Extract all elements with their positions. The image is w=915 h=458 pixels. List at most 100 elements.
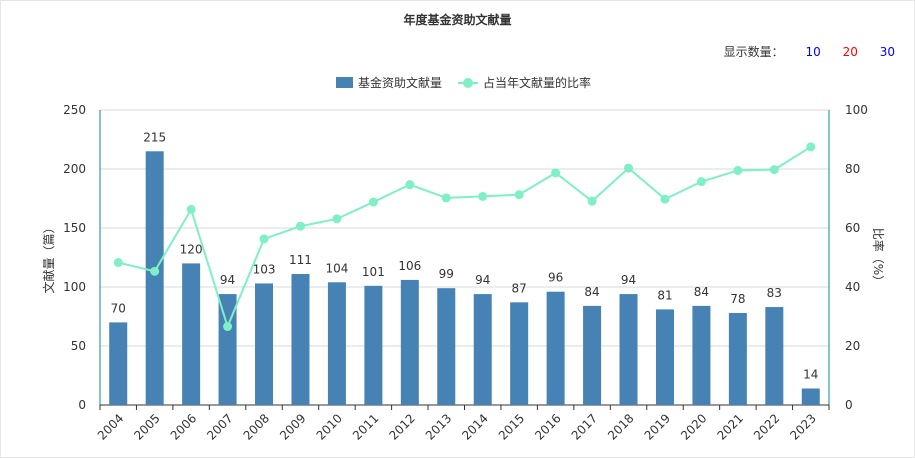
x-tick-label: 2005 xyxy=(131,411,162,442)
bar xyxy=(400,279,419,405)
y-tick-label: 50 xyxy=(71,339,86,353)
rate-point xyxy=(259,234,269,244)
rate-point xyxy=(624,163,634,173)
bar-value-label: 78 xyxy=(730,292,745,306)
bar xyxy=(546,291,565,405)
bar-value-label: 111 xyxy=(289,253,312,267)
x-tick-label: 2023 xyxy=(787,411,818,442)
bar xyxy=(145,151,164,405)
x-tick-label: 2009 xyxy=(277,411,308,442)
bar-value-label: 84 xyxy=(584,285,599,299)
rate-point xyxy=(441,193,451,203)
y2-tick-label: 80 xyxy=(845,162,860,176)
bar xyxy=(255,283,274,405)
rate-point xyxy=(150,266,160,276)
display-count-option-10[interactable]: 10 xyxy=(805,45,821,59)
rate-line xyxy=(117,146,812,330)
bar xyxy=(765,307,784,405)
y2-axis-title: 比率（%） xyxy=(871,228,886,287)
bar xyxy=(109,322,128,405)
x-tick-label: 2018 xyxy=(605,411,636,442)
bar-value-label: 83 xyxy=(767,286,782,300)
rate-point xyxy=(332,214,342,224)
rate-point xyxy=(223,322,233,332)
y-tick-label: 250 xyxy=(63,103,86,117)
rate-point xyxy=(478,191,488,201)
bar xyxy=(801,388,820,405)
rate-point xyxy=(806,142,816,152)
y-axis-title: 文献量（篇） xyxy=(41,221,56,293)
bar-value-label: 99 xyxy=(439,267,454,281)
x-tick-label: 2008 xyxy=(241,411,272,442)
rate-point xyxy=(769,165,779,175)
bar-value-label: 120 xyxy=(180,242,203,256)
x-tick-label: 2004 xyxy=(95,411,126,442)
rate-point xyxy=(551,168,561,178)
bar xyxy=(327,282,346,405)
legend-item-line-series[interactable]: 占当年文献量的比率 xyxy=(458,74,591,91)
bar-value-label: 94 xyxy=(475,273,490,287)
bar-value-label: 14 xyxy=(803,367,818,381)
x-tick-label: 2014 xyxy=(459,411,490,442)
y2-tick-label: 100 xyxy=(845,103,868,117)
bar xyxy=(583,305,602,405)
bar xyxy=(364,285,383,405)
y-tick-label: 150 xyxy=(63,221,86,235)
bar-value-label: 106 xyxy=(398,259,421,273)
display-count-option-20[interactable]: 20 xyxy=(842,45,858,59)
y2-tick-label: 0 xyxy=(845,398,853,412)
chart-legend: 基金资助文献量 占当年文献量的比率 xyxy=(336,74,607,91)
bar xyxy=(619,294,638,405)
line-series-swatch xyxy=(458,77,479,88)
display-count-label: 显示数量： xyxy=(723,45,784,59)
bar xyxy=(473,294,492,405)
x-tick-label: 2022 xyxy=(751,411,782,442)
bar-value-label: 81 xyxy=(657,288,672,302)
x-tick-label: 2011 xyxy=(350,411,381,442)
rate-point xyxy=(405,180,415,190)
bar-value-label: 70 xyxy=(111,301,126,315)
x-tick-label: 2019 xyxy=(642,411,673,442)
rate-point xyxy=(587,196,597,206)
y2-tick-label: 20 xyxy=(845,339,860,353)
rate-point xyxy=(514,190,524,200)
bar xyxy=(218,294,237,405)
legend-item-bar-series[interactable]: 基金资助文献量 xyxy=(336,74,442,91)
x-tick-label: 2020 xyxy=(678,411,709,442)
x-tick-label: 2010 xyxy=(314,411,345,442)
x-tick-label: 2017 xyxy=(569,411,600,442)
x-tick-label: 2006 xyxy=(168,411,199,442)
bar xyxy=(182,263,201,405)
x-tick-label: 2016 xyxy=(532,411,563,442)
bar-value-label: 84 xyxy=(694,285,709,299)
rate-point xyxy=(186,204,196,214)
chart-title: 年度基金资助文献量 xyxy=(403,13,512,27)
x-tick-label: 2007 xyxy=(204,411,235,442)
bar-series-swatch xyxy=(336,77,353,88)
legend-line-label: 占当年文献量的比率 xyxy=(483,76,592,90)
y-tick-label: 200 xyxy=(63,162,86,176)
bar xyxy=(291,274,310,405)
x-tick-label: 2012 xyxy=(386,411,417,442)
bar xyxy=(692,305,711,405)
bar-value-label: 94 xyxy=(621,273,636,287)
bar xyxy=(728,312,747,405)
bar-value-label: 104 xyxy=(325,261,348,275)
bar-value-label: 94 xyxy=(220,273,235,287)
x-tick-label: 2021 xyxy=(714,411,745,442)
y-tick-label: 0 xyxy=(78,398,86,412)
display-count-option-30[interactable]: 30 xyxy=(879,45,895,59)
rate-point xyxy=(368,197,378,207)
bar-value-label: 215 xyxy=(143,130,166,144)
bar xyxy=(437,288,456,405)
y2-tick-label: 60 xyxy=(845,221,860,235)
bar-value-label: 103 xyxy=(253,262,276,276)
bar xyxy=(510,302,529,405)
bar-value-label: 96 xyxy=(548,271,563,285)
rate-point xyxy=(295,221,305,231)
bar xyxy=(655,309,674,405)
rate-point xyxy=(660,194,670,204)
rate-point xyxy=(113,258,123,268)
legend-bar-label: 基金资助文献量 xyxy=(358,76,443,90)
